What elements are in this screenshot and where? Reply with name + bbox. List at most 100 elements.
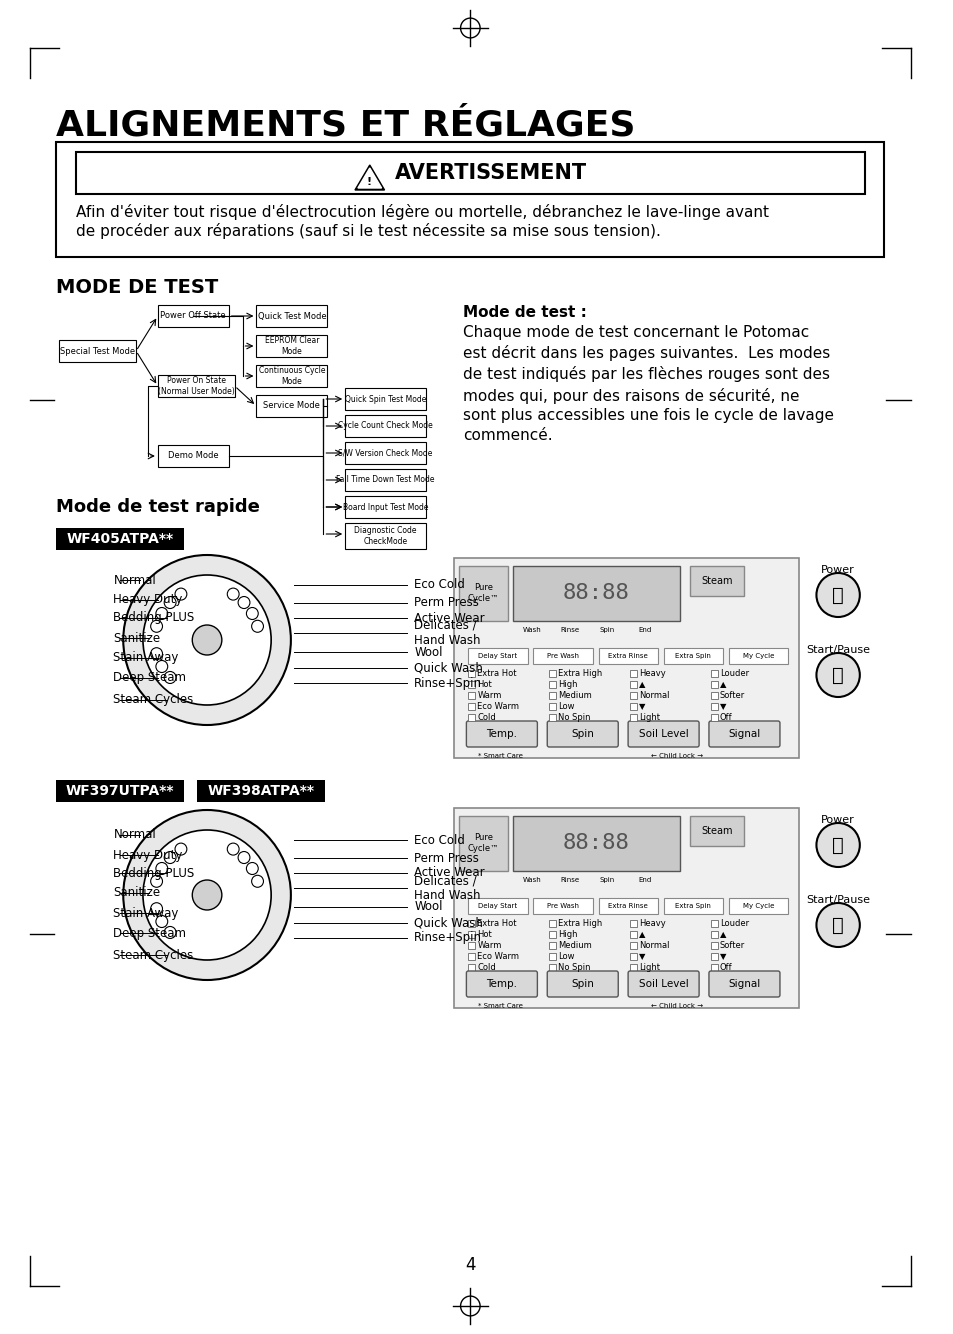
Text: Wool: Wool (414, 900, 442, 914)
Text: Medium: Medium (558, 940, 591, 950)
Ellipse shape (193, 880, 222, 910)
Bar (710, 931, 717, 938)
Bar (710, 714, 717, 720)
Ellipse shape (155, 607, 168, 619)
Text: No Spin: No Spin (558, 963, 590, 972)
Ellipse shape (155, 660, 168, 672)
Text: Rinse+Spin: Rinse+Spin (414, 676, 481, 690)
Bar (629, 703, 637, 710)
Text: Bedding PLUS: Bedding PLUS (113, 611, 194, 624)
Ellipse shape (164, 851, 176, 863)
Text: End: End (638, 876, 651, 883)
FancyBboxPatch shape (157, 446, 229, 467)
FancyBboxPatch shape (345, 523, 426, 550)
Text: ⏭: ⏭ (831, 915, 843, 935)
FancyBboxPatch shape (56, 528, 184, 550)
Ellipse shape (238, 596, 250, 608)
Bar (629, 692, 637, 699)
Text: Warm: Warm (476, 940, 501, 950)
Text: Stain Away: Stain Away (113, 907, 178, 919)
Text: ▼: ▼ (639, 702, 645, 711)
Text: Eco Warm: Eco Warm (476, 952, 518, 960)
Bar (629, 952, 637, 960)
Bar (468, 964, 475, 971)
Ellipse shape (155, 863, 168, 875)
FancyBboxPatch shape (468, 898, 527, 914)
FancyBboxPatch shape (56, 780, 184, 802)
Text: Fall Time Down Test Mode: Fall Time Down Test Mode (336, 475, 435, 484)
Ellipse shape (151, 875, 162, 887)
Text: Rinse: Rinse (559, 876, 578, 883)
Text: Low: Low (558, 702, 574, 711)
Polygon shape (355, 165, 384, 189)
Text: Continuous Cycle
Mode: Continuous Cycle Mode (258, 367, 325, 386)
Text: Hot: Hot (476, 680, 492, 688)
Text: Soil Level: Soil Level (639, 979, 688, 988)
Ellipse shape (227, 843, 239, 855)
Text: Steam: Steam (700, 826, 732, 836)
Text: Heavy: Heavy (639, 919, 665, 928)
Text: Active Wear: Active Wear (414, 611, 484, 624)
Text: Mode de test :: Mode de test : (463, 305, 587, 320)
FancyBboxPatch shape (466, 720, 537, 747)
Text: ← Child Lock →: ← Child Lock → (650, 1003, 702, 1009)
Bar (629, 942, 637, 948)
Text: Delicates /
Hand Wash: Delicates / Hand Wash (414, 619, 480, 647)
Bar (549, 703, 556, 710)
Text: High: High (558, 930, 577, 939)
Text: Delicates /
Hand Wash: Delicates / Hand Wash (414, 874, 480, 902)
FancyBboxPatch shape (345, 415, 426, 438)
Text: Quick Wash: Quick Wash (414, 916, 482, 930)
Bar (629, 931, 637, 938)
Text: Steam Cycles: Steam Cycles (113, 694, 193, 707)
Text: WF398ATPA**: WF398ATPA** (208, 784, 314, 798)
Text: Cycle Count Check Mode: Cycle Count Check Mode (337, 422, 433, 431)
Text: !: ! (366, 177, 371, 187)
Text: Spin: Spin (599, 876, 615, 883)
Text: Sanitize: Sanitize (113, 887, 160, 899)
Bar (710, 703, 717, 710)
Text: Quick Test Mode: Quick Test Mode (257, 312, 326, 320)
Bar (468, 942, 475, 948)
Text: Rinse+Spin: Rinse+Spin (414, 931, 481, 944)
Text: Rinse: Rinse (559, 627, 578, 634)
Text: Service Mode: Service Mode (263, 402, 320, 411)
Text: Perm Press: Perm Press (414, 851, 478, 864)
Ellipse shape (252, 620, 263, 632)
Bar (710, 670, 717, 676)
FancyBboxPatch shape (197, 780, 325, 802)
Text: Stain Away: Stain Away (113, 651, 178, 664)
Text: Normal: Normal (639, 940, 669, 950)
FancyBboxPatch shape (76, 152, 863, 193)
Text: Spin: Spin (571, 728, 594, 739)
Bar (468, 703, 475, 710)
FancyBboxPatch shape (345, 470, 426, 491)
Text: Quick Spin Test Mode: Quick Spin Test Mode (344, 395, 426, 403)
Bar (549, 670, 556, 676)
Bar (468, 670, 475, 676)
Text: Louder: Louder (720, 919, 748, 928)
Bar (629, 964, 637, 971)
Text: My Cycle: My Cycle (741, 654, 773, 659)
Text: Signal: Signal (727, 728, 760, 739)
Text: AVERTISSEMENT: AVERTISSEMENT (394, 163, 586, 183)
Text: * Smart Care: * Smart Care (477, 752, 522, 759)
Bar (549, 680, 556, 688)
Bar (710, 942, 717, 948)
Text: ▲: ▲ (639, 930, 645, 939)
Text: Cold: Cold (476, 963, 496, 972)
FancyBboxPatch shape (627, 971, 699, 996)
Text: Extra Spin: Extra Spin (675, 903, 710, 908)
Text: Off: Off (720, 712, 732, 722)
Bar (549, 942, 556, 948)
FancyBboxPatch shape (598, 898, 657, 914)
Text: Light: Light (639, 712, 659, 722)
FancyBboxPatch shape (627, 720, 699, 747)
Text: Extra Hot: Extra Hot (476, 668, 517, 678)
Bar (549, 952, 556, 960)
FancyBboxPatch shape (512, 566, 679, 622)
Text: Extra Spin: Extra Spin (675, 654, 710, 659)
FancyBboxPatch shape (256, 335, 327, 358)
Ellipse shape (151, 903, 162, 915)
Text: Delay Start: Delay Start (477, 903, 517, 908)
